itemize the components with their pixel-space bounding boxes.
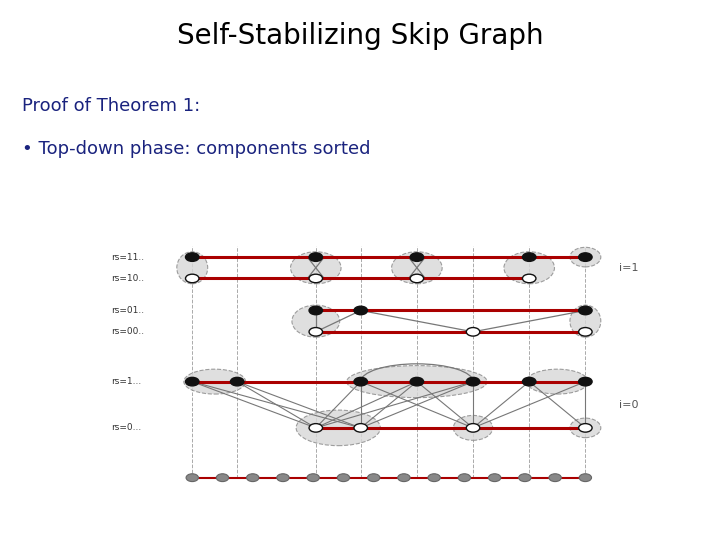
Circle shape [216, 474, 229, 482]
Ellipse shape [184, 369, 246, 394]
Ellipse shape [526, 369, 588, 394]
Ellipse shape [454, 415, 492, 440]
Circle shape [309, 253, 323, 261]
Circle shape [186, 377, 199, 386]
Circle shape [186, 274, 199, 283]
Circle shape [549, 474, 562, 482]
Circle shape [579, 377, 592, 386]
Text: rs=0...: rs=0... [111, 423, 141, 433]
Ellipse shape [347, 366, 487, 397]
Circle shape [309, 328, 323, 336]
Text: Self-Stabilizing Skip Graph: Self-Stabilizing Skip Graph [176, 22, 544, 50]
Text: rs=11..: rs=11.. [111, 253, 144, 261]
Circle shape [410, 274, 423, 283]
Circle shape [518, 474, 531, 482]
Text: i=0: i=0 [619, 400, 639, 410]
Circle shape [397, 474, 410, 482]
Circle shape [523, 274, 536, 283]
Circle shape [186, 474, 199, 482]
Ellipse shape [392, 252, 442, 284]
Ellipse shape [292, 305, 340, 337]
Text: Proof of Theorem 1:: Proof of Theorem 1: [22, 97, 200, 115]
Ellipse shape [504, 252, 554, 284]
Circle shape [579, 423, 592, 432]
Circle shape [354, 377, 367, 386]
Circle shape [467, 423, 480, 432]
Circle shape [337, 474, 350, 482]
Circle shape [458, 474, 471, 482]
Circle shape [467, 328, 480, 336]
Ellipse shape [570, 418, 600, 437]
Circle shape [367, 474, 380, 482]
Text: rs=01..: rs=01.. [111, 306, 144, 315]
Ellipse shape [291, 252, 341, 284]
Text: rs=1...: rs=1... [111, 377, 141, 386]
Circle shape [354, 423, 367, 432]
Circle shape [579, 253, 592, 261]
Circle shape [276, 474, 289, 482]
Circle shape [354, 306, 367, 315]
Circle shape [579, 474, 592, 482]
Circle shape [309, 306, 323, 315]
Circle shape [523, 253, 536, 261]
Circle shape [523, 377, 536, 386]
Circle shape [309, 423, 323, 432]
Circle shape [230, 377, 244, 386]
Circle shape [579, 328, 592, 336]
Circle shape [488, 474, 501, 482]
Ellipse shape [570, 247, 600, 267]
Circle shape [246, 474, 259, 482]
Circle shape [410, 377, 423, 386]
Text: rs=10..: rs=10.. [111, 274, 144, 283]
Circle shape [579, 306, 592, 315]
Circle shape [309, 274, 323, 283]
Ellipse shape [296, 410, 380, 446]
Circle shape [467, 377, 480, 386]
Text: rs=00..: rs=00.. [111, 327, 144, 336]
Circle shape [186, 253, 199, 261]
Ellipse shape [177, 252, 207, 284]
Text: i=1: i=1 [619, 263, 639, 273]
Circle shape [410, 253, 423, 261]
Circle shape [428, 474, 441, 482]
Ellipse shape [570, 305, 600, 337]
Text: • Top-down phase: components sorted: • Top-down phase: components sorted [22, 140, 370, 158]
Circle shape [307, 474, 320, 482]
